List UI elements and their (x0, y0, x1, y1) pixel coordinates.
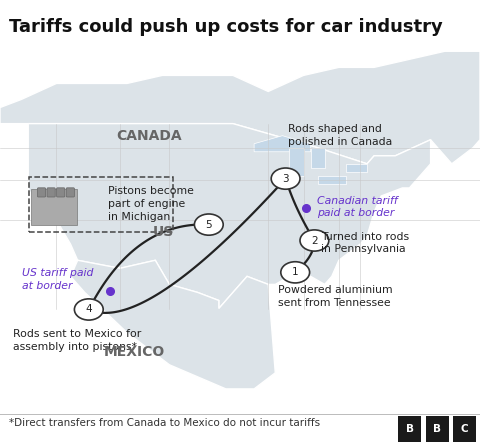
FancyBboxPatch shape (66, 188, 74, 197)
Text: 4: 4 (85, 305, 92, 314)
Text: C: C (461, 424, 468, 434)
Text: CANADA: CANADA (116, 129, 181, 143)
Text: Rods sent to Mexico for
assembly into pistons*: Rods sent to Mexico for assembly into pi… (13, 329, 142, 352)
Text: *Direct transfers from Canada to Mexico do not incur tariffs: *Direct transfers from Canada to Mexico … (9, 418, 320, 429)
Text: MEXICO: MEXICO (104, 345, 165, 359)
Text: 3: 3 (282, 173, 289, 184)
Polygon shape (346, 164, 367, 172)
Text: Rods shaped and
polished in Canada: Rods shaped and polished in Canada (288, 124, 392, 147)
Polygon shape (318, 176, 346, 184)
Text: US tariff paid
at border: US tariff paid at border (22, 268, 93, 291)
Polygon shape (289, 148, 303, 176)
Text: 2: 2 (311, 235, 318, 245)
Polygon shape (311, 148, 324, 168)
FancyBboxPatch shape (47, 188, 55, 197)
Text: 1: 1 (292, 267, 299, 277)
Text: 5: 5 (205, 219, 212, 230)
Text: Pistons become
part of engine
in Michigan: Pistons become part of engine in Michiga… (108, 186, 194, 222)
Circle shape (194, 214, 223, 235)
FancyBboxPatch shape (426, 417, 449, 442)
FancyBboxPatch shape (37, 188, 46, 197)
Text: Canadian tariff
paid at border: Canadian tariff paid at border (317, 195, 397, 218)
Circle shape (281, 262, 310, 283)
Text: US: US (153, 225, 174, 239)
FancyBboxPatch shape (453, 417, 476, 442)
Polygon shape (0, 51, 480, 164)
FancyBboxPatch shape (31, 189, 77, 225)
Text: B: B (406, 424, 414, 434)
FancyBboxPatch shape (398, 417, 421, 442)
Text: Powdered aluminium
sent from Tennessee: Powdered aluminium sent from Tennessee (278, 285, 393, 308)
Circle shape (74, 299, 103, 320)
Text: B: B (433, 424, 441, 434)
Polygon shape (71, 260, 276, 389)
Circle shape (271, 168, 300, 189)
Text: Turned into rods
in Pennsylvania: Turned into rods in Pennsylvania (321, 231, 409, 254)
Circle shape (300, 230, 329, 251)
Polygon shape (254, 136, 311, 152)
Polygon shape (28, 124, 431, 309)
FancyBboxPatch shape (57, 188, 65, 197)
Text: Tariffs could push up costs for car industry: Tariffs could push up costs for car indu… (9, 18, 443, 36)
